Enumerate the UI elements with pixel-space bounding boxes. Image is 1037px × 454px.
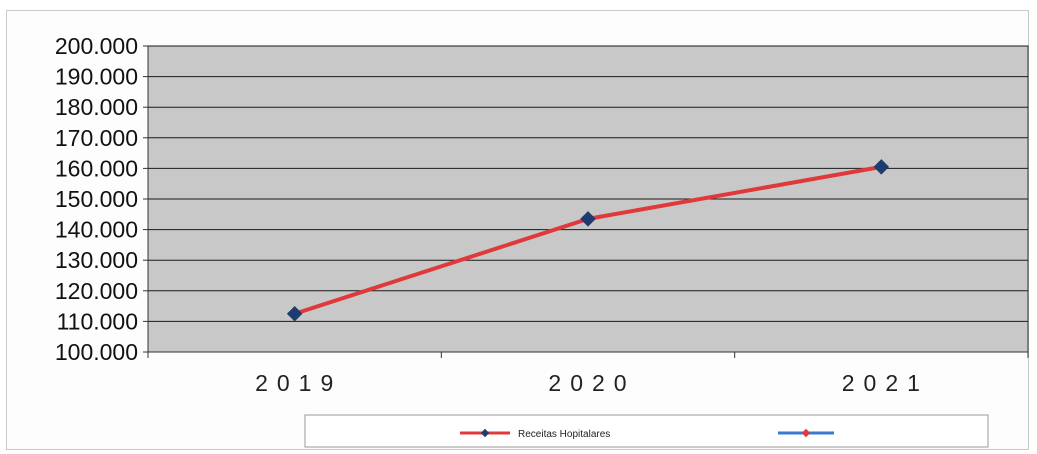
x-tick-label: 2019 [255, 370, 342, 396]
y-tick-label: 100.000 [55, 339, 138, 365]
y-tick-label: 150.000 [55, 186, 138, 212]
legend [304, 414, 989, 448]
x-tick-label: 2020 [548, 370, 635, 396]
y-tick-label: 160.000 [55, 155, 138, 181]
legend-label-receitas: Receitas Hopitalares [518, 429, 610, 440]
data-point [873, 159, 890, 175]
y-tick-label: 140.000 [55, 217, 138, 243]
legend-marker-series-2 [801, 428, 811, 438]
y-tick-label: 120.000 [55, 278, 138, 304]
y-tick-label: 180.000 [55, 94, 138, 120]
y-tick-label: 130.000 [55, 247, 138, 273]
x-tick-label: 2021 [842, 370, 929, 396]
y-tick-label: 200.000 [55, 33, 138, 59]
y-tick-label: 110.000 [57, 308, 138, 334]
y-tick-label: 170.000 [55, 125, 138, 151]
y-tick-label: 190.000 [55, 64, 138, 90]
data-point [580, 211, 596, 227]
legend-marker-receitas [480, 428, 490, 438]
